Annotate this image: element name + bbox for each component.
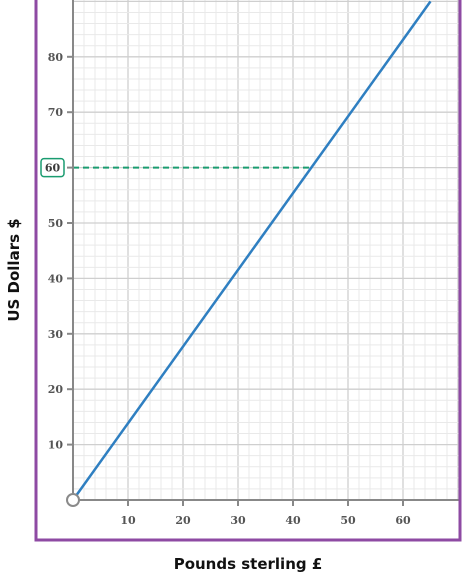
- x-tick-label: 20: [175, 514, 191, 527]
- chart-frame: [34, 0, 462, 542]
- highlight-guide: 60: [40, 157, 312, 178]
- x-tick-label: 50: [340, 514, 356, 527]
- x-tick-label: 60: [395, 514, 411, 527]
- x-tick-label: 10: [120, 514, 136, 527]
- x-tick-label: 30: [230, 514, 246, 527]
- origin-marker: [66, 493, 80, 507]
- grid: [72, 0, 460, 501]
- y-tick-label: 40: [48, 272, 64, 285]
- y-tick-label: 70: [48, 106, 64, 119]
- y-tick-label: 10: [48, 439, 64, 452]
- y-tick-label: 30: [48, 328, 64, 341]
- y-tick-label: 80: [48, 51, 64, 64]
- series-line: [71, 0, 432, 501]
- highlight-label: 60: [45, 162, 61, 175]
- axes: [67, 0, 460, 506]
- tick-labels: 10 20 30 40 50 60 10 20 30 40 50 70 80: [48, 51, 411, 527]
- y-tick-label: 50: [48, 217, 64, 230]
- y-tick-label: 20: [48, 383, 64, 396]
- highlight-label-box: [40, 157, 65, 178]
- y-axis-title: US Dollars $: [5, 218, 23, 321]
- x-axis-title: Pounds sterling £: [174, 555, 323, 573]
- plot-frame: [34, 0, 462, 542]
- x-tick-label: 40: [285, 514, 301, 527]
- series-layer: [66, 0, 432, 507]
